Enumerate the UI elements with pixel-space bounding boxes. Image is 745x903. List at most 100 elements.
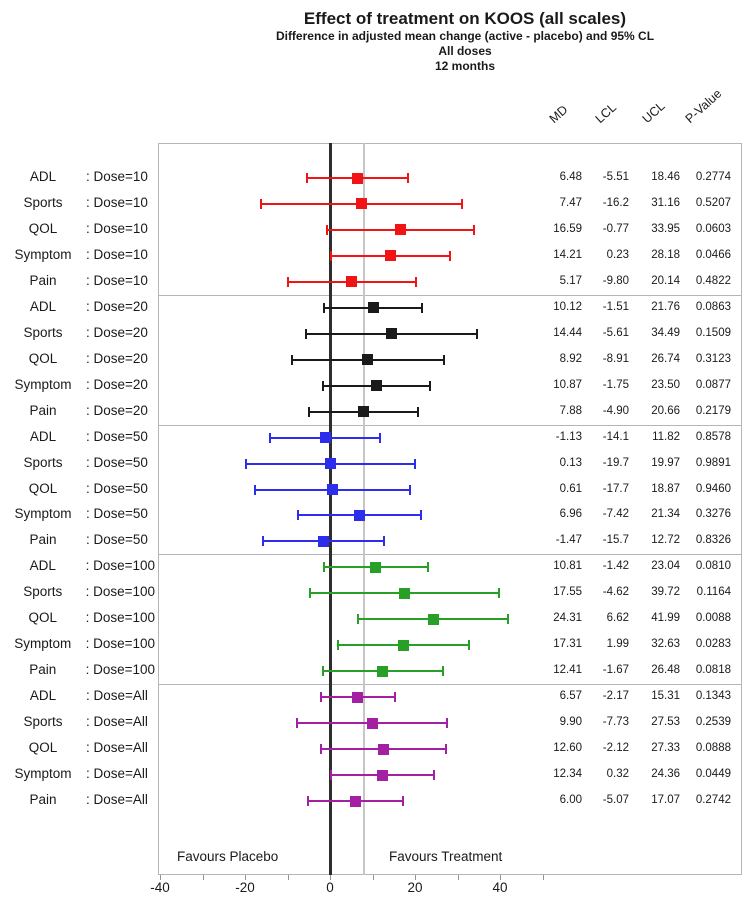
row-label: Pain: Dose=10 [0, 273, 155, 288]
value-cell: 14.21 [553, 248, 582, 261]
point-estimate-marker [356, 198, 368, 210]
row-label: Pain: Dose=100 [0, 662, 155, 677]
error-bar-cap-left [325, 224, 328, 235]
value-cell: 10.87 [553, 378, 582, 391]
row-label: Symptom: Dose=10 [0, 247, 155, 262]
row-dose-label: : Dose=10 [86, 220, 148, 236]
value-cell: 0.1509 [695, 326, 731, 339]
row-scale-name: Pain [29, 792, 57, 808]
value-cell: 12.34 [553, 768, 582, 781]
chart-title: Effect of treatment on KOOS (all scales) [303, 9, 627, 28]
error-bar-cap-right [507, 614, 510, 625]
row-label: Sports: Dose=All [0, 714, 155, 729]
value-cell: 0.0466 [695, 248, 731, 261]
value-cell: 0.9460 [695, 482, 731, 495]
error-bar-cap-left [321, 666, 324, 677]
row-dose-label: : Dose=50 [86, 428, 148, 444]
error-bar-cap-right [473, 224, 476, 235]
row-label: QOL: Dose=All [0, 740, 155, 755]
value-cell: 0.3276 [695, 508, 731, 521]
error-bar-cap-right [407, 173, 410, 183]
section-divider [158, 294, 742, 296]
error-bar-cap-left [322, 562, 325, 573]
row-dose-label: : Dose=10 [86, 272, 148, 288]
point-estimate-marker [325, 458, 337, 470]
value-cell: -0.77 [602, 222, 629, 235]
error-bar-cap-right [409, 484, 412, 495]
point-estimate-marker [399, 587, 411, 599]
value-cell: -2.12 [602, 742, 629, 755]
error-bar-cap-right [426, 562, 429, 573]
row-label: Sports: Dose=50 [0, 455, 155, 470]
row-scale-name: QOL [28, 220, 58, 236]
plot-frame [158, 143, 742, 875]
row-scale-name: Pain [29, 402, 57, 418]
point-estimate-marker [398, 639, 410, 651]
point-estimate-marker [357, 406, 369, 418]
value-cell: 10.12 [553, 300, 582, 313]
row-label: ADL: Dose=50 [0, 429, 155, 444]
section-divider [158, 554, 742, 556]
error-bar-cap-left [319, 692, 322, 703]
column-header-pvalue: P-Value [682, 86, 725, 126]
value-cell: 0.3123 [695, 352, 731, 365]
point-estimate-marker [385, 328, 397, 340]
value-cell: 0.61 [559, 482, 582, 495]
error-bar-cap-left [245, 458, 248, 469]
value-cell: -17.7 [602, 482, 629, 495]
value-cell: -5.07 [602, 794, 629, 807]
error-bar-cap-left [253, 484, 256, 495]
error-bar-cap-right [379, 432, 382, 443]
error-bar-cap-left [305, 328, 308, 339]
row-dose-label: : Dose=50 [86, 480, 148, 496]
row-dose-label: : Dose=50 [86, 532, 148, 548]
error-bar-cap-right [445, 744, 448, 755]
point-estimate-marker [327, 484, 339, 496]
row-dose-label: : Dose=20 [86, 350, 148, 366]
value-cell: 11.82 [652, 430, 680, 443]
value-cell: 18.46 [651, 171, 680, 183]
row-scale-name: Symptom [14, 636, 72, 652]
row-label: QOL: Dose=50 [0, 481, 155, 496]
error-bar-cap-left [357, 614, 360, 625]
point-estimate-marker [362, 354, 374, 366]
error-bar-cap-right [416, 406, 419, 417]
error-bar-cap-left [322, 302, 325, 313]
value-cell: 23.04 [651, 560, 680, 573]
value-cell: -7.42 [602, 508, 629, 521]
value-cell: 0.0283 [695, 638, 731, 651]
value-cell: 19.97 [651, 456, 680, 469]
row-dose-label: : Dose=20 [86, 298, 148, 314]
error-bar-cap-right [413, 458, 416, 469]
value-cell: -2.17 [602, 690, 629, 703]
value-cell: 14.44 [553, 326, 582, 339]
value-cell: 10.81 [553, 560, 582, 573]
value-cell: -1.42 [602, 560, 629, 573]
row-label: QOL : Dose=10 [0, 221, 155, 236]
value-cell: -16.2 [602, 196, 629, 209]
value-cell: 0.5207 [695, 196, 731, 209]
value-cell: 27.53 [651, 716, 680, 729]
point-estimate-marker [395, 224, 406, 236]
error-bar-cap-left [262, 536, 265, 547]
row-label: ADL: Dose=20 [0, 299, 155, 314]
value-cell: -7.73 [602, 716, 629, 729]
row-label: Sports: Dose=20 [0, 325, 155, 340]
row-dose-label: : Dose=50 [86, 454, 148, 470]
error-bar-cap-right [383, 536, 386, 547]
row-label: Sports: Dose=10 [0, 195, 155, 210]
axis-tick-label: -20 [235, 880, 255, 895]
value-cell: 34.49 [651, 326, 680, 339]
value-cell: 17.07 [651, 794, 680, 807]
value-cell: 6.00 [559, 794, 582, 807]
value-cell: -4.62 [602, 586, 629, 599]
point-estimate-marker [354, 509, 366, 521]
error-bar-cap-left [269, 432, 272, 443]
row-label: Symptom: Dose=20 [0, 377, 155, 392]
row-label: Symptom: Dose=All [0, 766, 155, 781]
row-label: Symptom: Dose=100 [0, 636, 155, 651]
value-cell: 12.60 [553, 742, 582, 755]
value-cell: 0.2774 [695, 171, 731, 183]
chart-subtitle-1: Difference in adjusted mean change (acti… [275, 29, 655, 43]
